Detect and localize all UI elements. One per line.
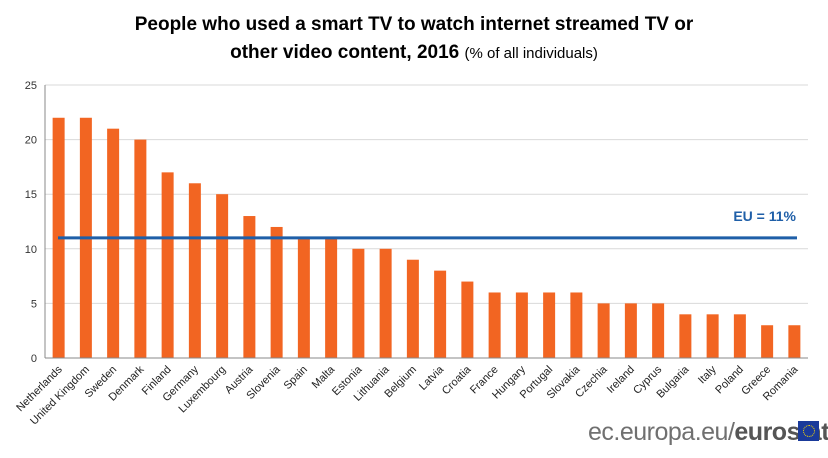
x-tick-label: Croatia — [440, 363, 474, 397]
chart-title-line2: other video content, 2016 (% of all indi… — [0, 42, 828, 64]
bar — [461, 281, 474, 358]
chart-title: People who used a smart TV to watch inte… — [134, 14, 694, 35]
bar — [243, 216, 256, 358]
bar — [597, 303, 610, 358]
y-tick-label: 10 — [25, 244, 37, 256]
bar — [188, 183, 201, 358]
bar — [488, 292, 501, 358]
bar — [515, 292, 528, 358]
x-tick-label: Spain — [282, 364, 310, 392]
bar — [706, 314, 719, 358]
y-tick-label: 25 — [25, 80, 37, 92]
bar — [570, 292, 583, 358]
x-tick-label: Italy — [696, 363, 719, 386]
y-tick-label: 20 — [25, 135, 37, 147]
bar — [434, 270, 447, 358]
bar — [624, 303, 637, 358]
bar — [543, 292, 556, 358]
bar — [270, 226, 283, 358]
title-line2: other video content, 2016 — [230, 42, 460, 63]
bar — [161, 172, 174, 358]
bar — [761, 325, 774, 358]
y-tick-label: 5 — [31, 298, 37, 310]
bar — [652, 303, 665, 358]
eurostat-logo: ec.europa.eu/eurostat — [588, 418, 828, 447]
y-tick-label: 0 — [31, 353, 37, 365]
eu-flag-icon — [798, 421, 819, 441]
bar — [325, 237, 338, 358]
bar — [352, 248, 365, 358]
bar — [733, 314, 746, 358]
x-tick-label: Ireland — [605, 364, 637, 396]
bar — [379, 248, 392, 358]
bar — [107, 128, 120, 358]
bar — [134, 139, 147, 358]
bar — [216, 194, 229, 358]
y-tick-label: 15 — [25, 189, 37, 201]
bar — [406, 259, 419, 358]
logo-site: ec.europa.eu/ — [588, 418, 735, 446]
eu-average-label: EU = 11% — [733, 208, 796, 224]
bar — [297, 237, 310, 358]
chart-subtitle: (% of all individuals) — [464, 45, 598, 62]
bar — [679, 314, 692, 358]
bar — [788, 325, 801, 358]
